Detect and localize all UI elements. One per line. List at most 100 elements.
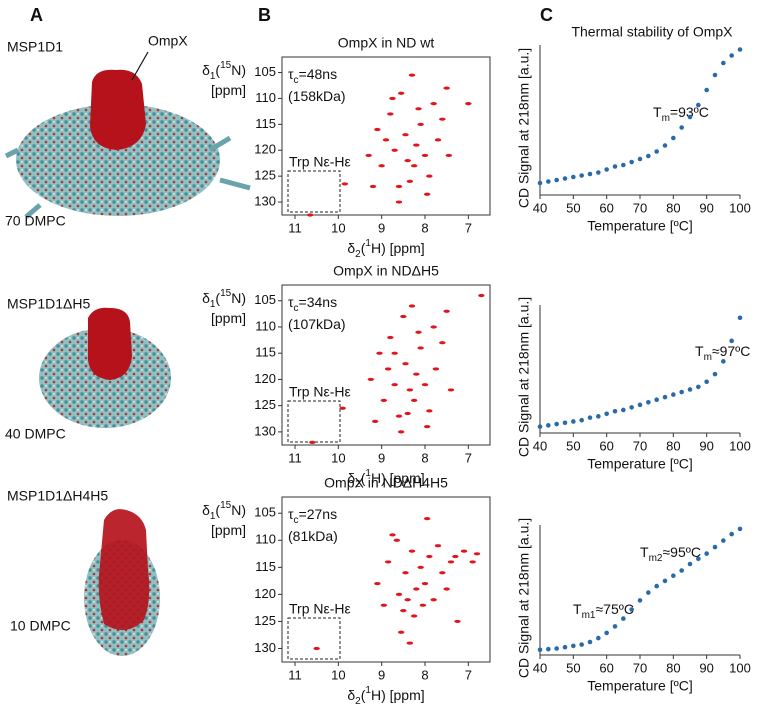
peak	[445, 153, 453, 158]
data-point	[671, 135, 676, 141]
peak	[439, 571, 446, 575]
x-tick-label: 80	[666, 660, 680, 675]
peak	[397, 91, 405, 95]
x-axis-label-part: H) [ppm]	[371, 470, 425, 486]
peak	[469, 560, 476, 564]
region-label: Trp Nε-Hε	[289, 384, 351, 400]
annotation-part: (81kDa)	[288, 528, 338, 544]
protein-label: MSP1D1	[7, 39, 63, 55]
peak	[439, 341, 446, 345]
annotation: (81kDa)	[288, 528, 338, 544]
data-point	[554, 177, 559, 183]
x-tick-label: 60	[599, 200, 613, 215]
data-point	[546, 423, 551, 428]
peak	[395, 184, 403, 189]
x-axis-label: Temperature [ºC]	[587, 456, 693, 472]
annotation-part: c	[294, 515, 299, 526]
peak	[391, 351, 398, 355]
y-axis-label-part: N)	[231, 290, 246, 306]
data-point	[737, 526, 743, 532]
peak	[313, 646, 320, 651]
data-point	[579, 173, 584, 178]
annotation-part: τ	[288, 506, 294, 522]
annotation-part: (107kDa)	[288, 316, 346, 332]
data-point	[662, 578, 668, 584]
data-point	[679, 389, 684, 395]
peak	[389, 96, 396, 101]
nanodisc-render	[84, 509, 160, 656]
axis	[539, 45, 740, 196]
y-tick-label: 110	[255, 318, 276, 333]
annotation: τc=48ns	[288, 66, 337, 86]
y-tick-label: 105	[254, 64, 276, 79]
data-point	[596, 635, 601, 641]
x-tick-label: 100	[729, 660, 751, 675]
data-point	[621, 616, 626, 621]
data-point	[712, 72, 718, 78]
peak	[369, 184, 377, 189]
plot-title: OmpX in NDΔH5	[333, 263, 439, 279]
x-tick-label: 11	[288, 450, 302, 465]
y-tick-label: 130	[254, 423, 276, 438]
data-point	[646, 399, 651, 405]
annotation: Tm=93ºC	[653, 104, 709, 124]
y-axis-label-part: 1	[210, 299, 216, 310]
x-tick-label: 7	[465, 667, 472, 682]
annotation-part: T	[573, 601, 582, 617]
peak	[306, 213, 314, 217]
peak	[426, 174, 433, 178]
peak	[395, 592, 403, 596]
peak	[434, 544, 442, 548]
region-box	[287, 170, 341, 213]
annotation: τc=34ns	[288, 294, 337, 314]
plot-title: OmpX in NDΔH4H5	[324, 475, 448, 491]
peak	[395, 414, 403, 418]
data-point	[562, 644, 568, 650]
y-axis-label-part: 15	[220, 500, 232, 511]
x-tick-label: 70	[633, 200, 647, 215]
plot-title: OmpX in ND wt	[338, 35, 435, 51]
peak	[384, 367, 392, 371]
annotation-part: τ	[288, 66, 294, 82]
x-axis-label-part: 2	[355, 479, 361, 490]
peak	[423, 517, 431, 521]
annotation-part: T	[695, 343, 704, 359]
y-tick-label: 130	[254, 193, 276, 208]
peak	[339, 406, 346, 410]
plot-frame	[281, 56, 491, 216]
protein-label: MSP1D1ΔH5	[7, 296, 90, 312]
peak	[406, 641, 414, 645]
peak	[384, 560, 392, 564]
peak	[460, 549, 468, 553]
peak	[410, 398, 418, 403]
data-point	[604, 630, 609, 636]
data-point	[579, 642, 584, 647]
annotation: τc=27ns	[288, 506, 337, 526]
y-axis-label-part: 15	[220, 60, 232, 71]
annotation-part: c	[294, 75, 299, 86]
x-tick-label: 60	[599, 438, 613, 453]
data-point	[662, 143, 668, 148]
annotation-part: =48ns	[299, 66, 338, 82]
data-point	[654, 149, 659, 154]
peak	[410, 164, 418, 168]
region-label: Trp Nε-Hε	[289, 601, 351, 617]
peak	[447, 388, 455, 392]
region-label: Trp Nε-Hε	[289, 154, 351, 170]
x-tick-label: 50	[566, 438, 580, 453]
data-point	[537, 180, 543, 186]
peak	[417, 565, 424, 569]
peak	[415, 330, 422, 334]
peak	[417, 122, 424, 126]
peak	[367, 377, 375, 382]
y-axis-label-part: N)	[231, 62, 246, 78]
x-tick-label: 80	[666, 438, 680, 453]
data-point	[562, 420, 568, 426]
peak	[380, 603, 388, 607]
x-tick-label: 8	[421, 450, 428, 465]
annotation: (107kDa)	[288, 316, 346, 332]
y-axis-label-part: (	[215, 62, 220, 78]
x-axis-label-part: 1	[365, 238, 371, 249]
y-axis-label: [ppm]	[211, 522, 246, 538]
nanodisc-render	[4, 51, 251, 219]
